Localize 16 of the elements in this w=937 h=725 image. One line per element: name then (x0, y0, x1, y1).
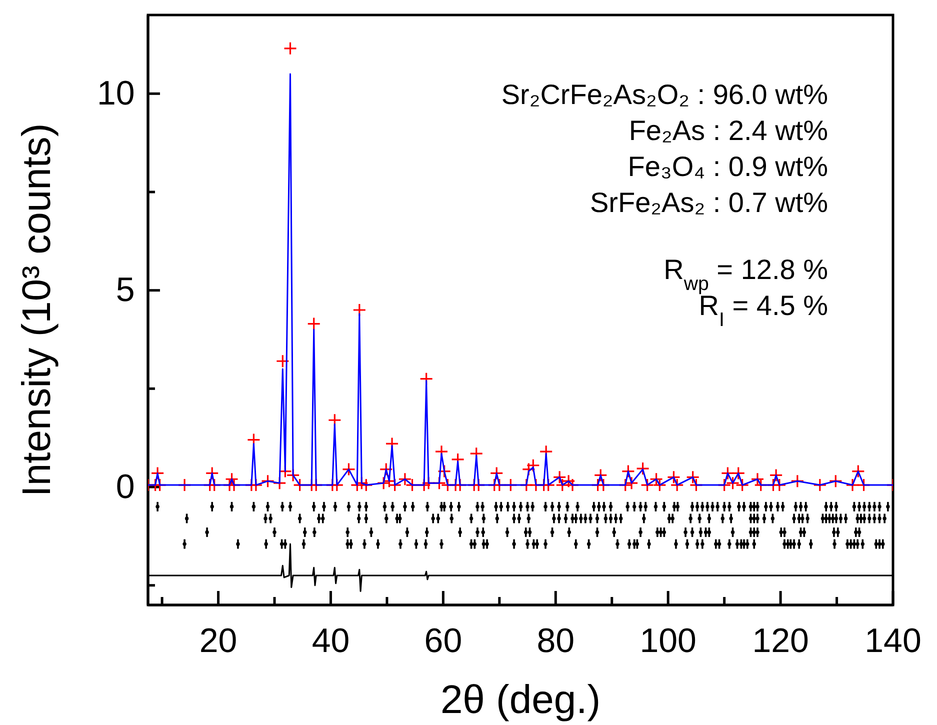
x-tick-label: 60 (424, 622, 462, 660)
x-tick-label: 20 (199, 622, 238, 660)
x-axis-title: 2θ (deg.) (440, 678, 601, 722)
annotation: SrFe₂As₂ : 0.7 wt% (590, 187, 828, 218)
x-tick-label: 80 (536, 622, 575, 660)
annotation: Fe₂As : 2.4 wt% (628, 115, 828, 146)
x-tick-label: 40 (312, 622, 350, 660)
annotation: Sr₂CrFe₂As₂O₂ : 96.0 wt% (501, 79, 828, 110)
x-tick-label: 140 (864, 622, 922, 660)
y-tick-label: 10 (96, 74, 135, 113)
y-axis-title: Intensity (10³ counts) (15, 123, 59, 497)
annotation: Fe₃O₄ : 0.9 wt% (628, 151, 828, 182)
x-tick-label: 100 (640, 622, 696, 660)
x-tick-label: 120 (752, 622, 809, 660)
y-tick-label: 5 (116, 271, 135, 310)
y-tick-label: 0 (116, 468, 135, 506)
